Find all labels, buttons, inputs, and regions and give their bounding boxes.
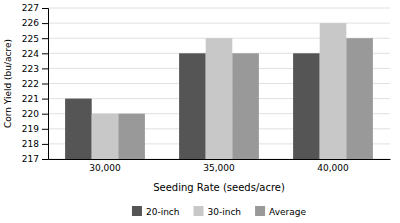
chart: 21721821922022122222322422522622730,0003… xyxy=(0,0,400,223)
y-tick: 217 xyxy=(22,154,48,164)
grid-line xyxy=(48,8,390,9)
legend-label: 20-inch xyxy=(146,207,180,217)
tick-label: 222 xyxy=(22,79,39,89)
tick-label: 217 xyxy=(22,154,39,164)
y-tick: 218 xyxy=(22,139,48,149)
tick-mark xyxy=(42,23,48,24)
tick-label: 227 xyxy=(22,3,39,13)
bars xyxy=(65,23,373,159)
bar-series xyxy=(118,38,373,159)
bar-series xyxy=(92,23,347,159)
y-tick: 220 xyxy=(22,109,48,119)
bar-series xyxy=(65,53,320,159)
y-tick: 224 xyxy=(22,49,48,59)
x-axis: 30,000 35,000 40,000 xyxy=(49,160,391,174)
tick-label: 30,000 xyxy=(89,163,121,173)
tick-label: 218 xyxy=(22,139,39,149)
tick-mark xyxy=(42,129,48,130)
legend-item: Average xyxy=(255,206,306,217)
bar xyxy=(232,53,259,159)
tick-mark xyxy=(42,159,48,160)
y-tick: 223 xyxy=(22,64,48,74)
bar xyxy=(320,23,347,159)
tick-mark xyxy=(42,38,48,39)
legend-swatch xyxy=(194,206,204,216)
y-axis: 217 218 219 220 221 222 223 224 225 226 227 xyxy=(22,3,49,164)
y-tick: 226 xyxy=(22,18,48,28)
axis-domain xyxy=(42,9,49,160)
tick-label: 226 xyxy=(22,18,39,28)
bar xyxy=(118,114,145,159)
tick-label: 225 xyxy=(22,34,39,44)
legend-item: 20-inch xyxy=(132,206,180,217)
tick-label: 224 xyxy=(22,49,39,59)
tick-label: 35,000 xyxy=(203,163,235,173)
legend-swatch xyxy=(132,206,142,216)
y-tick: 222 xyxy=(22,79,48,89)
tick-mark xyxy=(42,53,48,54)
bar xyxy=(65,99,92,159)
y-axis-title: Corn Yield (bu/acre) xyxy=(3,39,13,128)
tick-label: 221 xyxy=(22,94,39,104)
legend-label: Average xyxy=(269,207,306,217)
tick-mark xyxy=(42,68,48,69)
x-tick: 40,000 xyxy=(317,163,349,173)
plot: 21721821922022122222322422522622730,0003… xyxy=(22,3,391,173)
tick-label: 220 xyxy=(22,109,39,119)
axis-domain xyxy=(49,159,391,160)
tick-mark xyxy=(42,144,48,145)
tick-label: 223 xyxy=(22,64,39,74)
legend-swatch xyxy=(255,206,265,216)
legend-label: 30-inch xyxy=(208,207,242,217)
y-tick: 225 xyxy=(22,34,48,44)
bar xyxy=(346,38,373,159)
y-tick: 219 xyxy=(22,124,48,134)
tick-mark xyxy=(42,8,48,9)
tick-label: 219 xyxy=(22,124,39,134)
grid xyxy=(48,8,390,159)
bar xyxy=(92,114,119,159)
tick-label: 40,000 xyxy=(317,163,349,173)
tick-mark xyxy=(42,84,48,85)
tick-mark xyxy=(42,114,48,115)
x-tick: 35,000 xyxy=(203,163,235,173)
legend: 20-inch 30-inch Average xyxy=(132,206,307,217)
bar xyxy=(179,53,206,159)
tick-mark xyxy=(42,99,48,100)
y-tick: 221 xyxy=(22,94,48,104)
y-tick: 227 xyxy=(22,3,48,13)
legend-item: 30-inch xyxy=(194,206,242,217)
bar xyxy=(293,53,320,159)
bar xyxy=(206,38,233,159)
x-axis-title: Seeding Rate (seeds/acre) xyxy=(153,182,285,193)
x-tick: 30,000 xyxy=(89,163,121,173)
